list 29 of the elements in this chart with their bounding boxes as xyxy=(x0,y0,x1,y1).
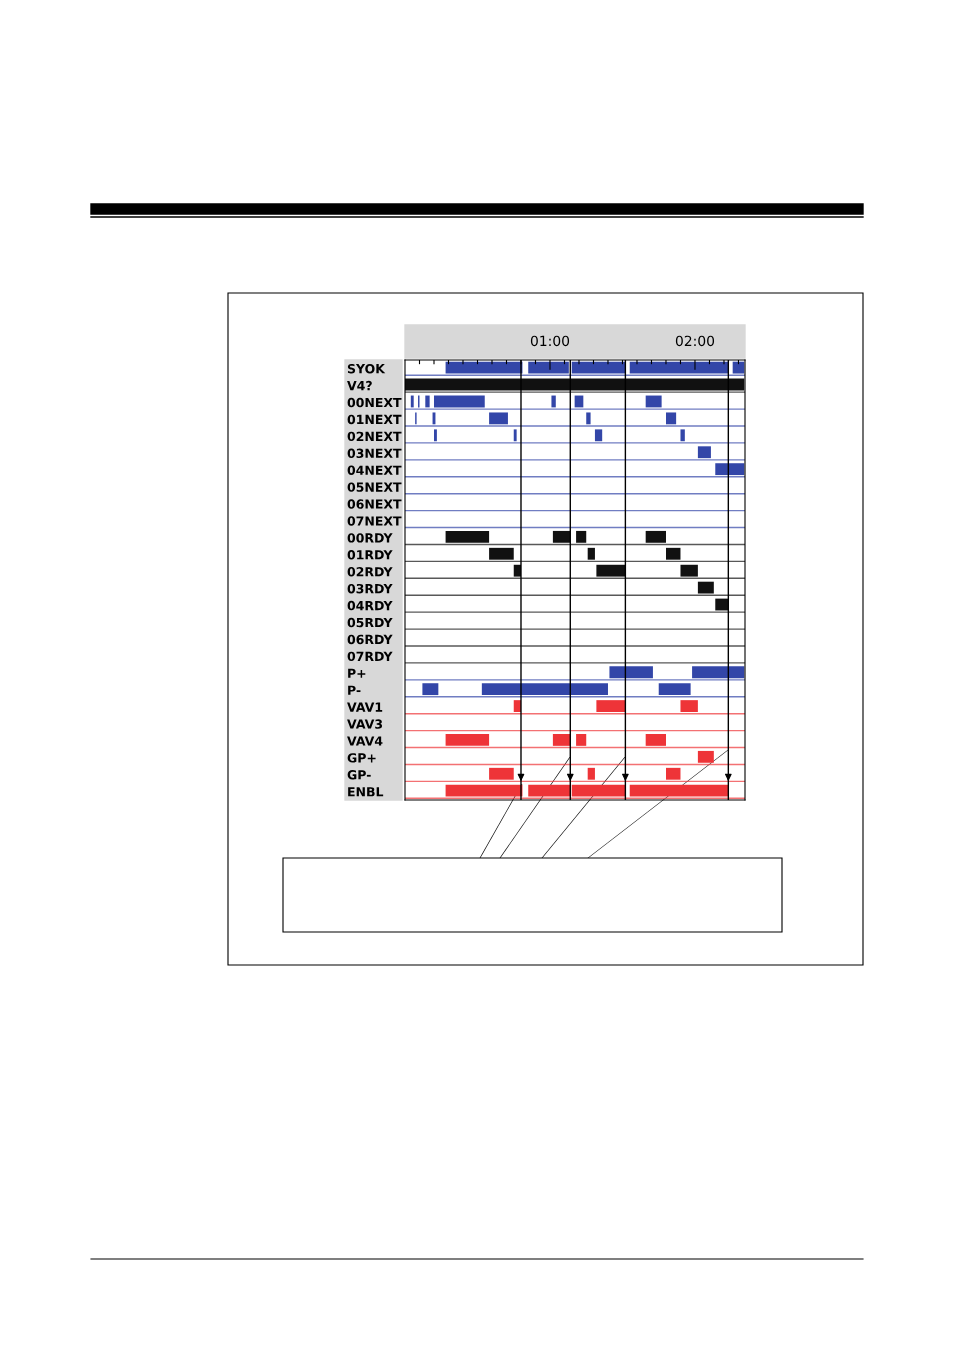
y-tick-label: 03RDY xyxy=(347,583,393,594)
y-tick-label: 07NEXT xyxy=(347,516,402,526)
bar xyxy=(405,378,745,391)
y-tick-label: 00RDY xyxy=(347,533,393,543)
y-tick-label: 01RDY xyxy=(347,550,393,560)
y-tick-label: SYOK xyxy=(347,363,386,374)
y-tick-label: 04NEXT xyxy=(347,465,402,475)
y-tick-label: 02RDY xyxy=(347,567,393,577)
y-tick-label: ENBL xyxy=(348,787,384,797)
x-tick-label: 02:00 xyxy=(675,335,715,347)
y-tick-label: VAV3 xyxy=(347,719,383,729)
y-tick-label: 06RDY xyxy=(347,634,393,645)
y-tick-label: 05RDY xyxy=(347,617,393,628)
x-tick-label: 01:00 xyxy=(530,335,570,347)
y-tick-label: P- xyxy=(348,685,361,695)
y-tick-label: GP+ xyxy=(347,753,376,763)
y-tick-label: P+ xyxy=(348,668,366,678)
y-tick-label: 07RDY xyxy=(347,651,393,662)
y-tick-label: 01NEXT xyxy=(347,414,402,425)
y-tick-label: 03NEXT xyxy=(347,448,402,458)
y-tick-label: GP- xyxy=(347,770,371,780)
y-tick-label: VAV1 xyxy=(347,702,383,712)
y-tick-label: V4? xyxy=(347,380,372,391)
y-tick-label: 00NEXT xyxy=(347,397,402,408)
y-tick-label: 05NEXT xyxy=(347,482,402,492)
y-tick-label: 04RDY xyxy=(347,600,393,611)
y-tick-label: 06NEXT xyxy=(347,499,402,509)
y-tick-label: VAV4 xyxy=(347,736,383,746)
y-tick-label: 02NEXT xyxy=(347,431,402,442)
